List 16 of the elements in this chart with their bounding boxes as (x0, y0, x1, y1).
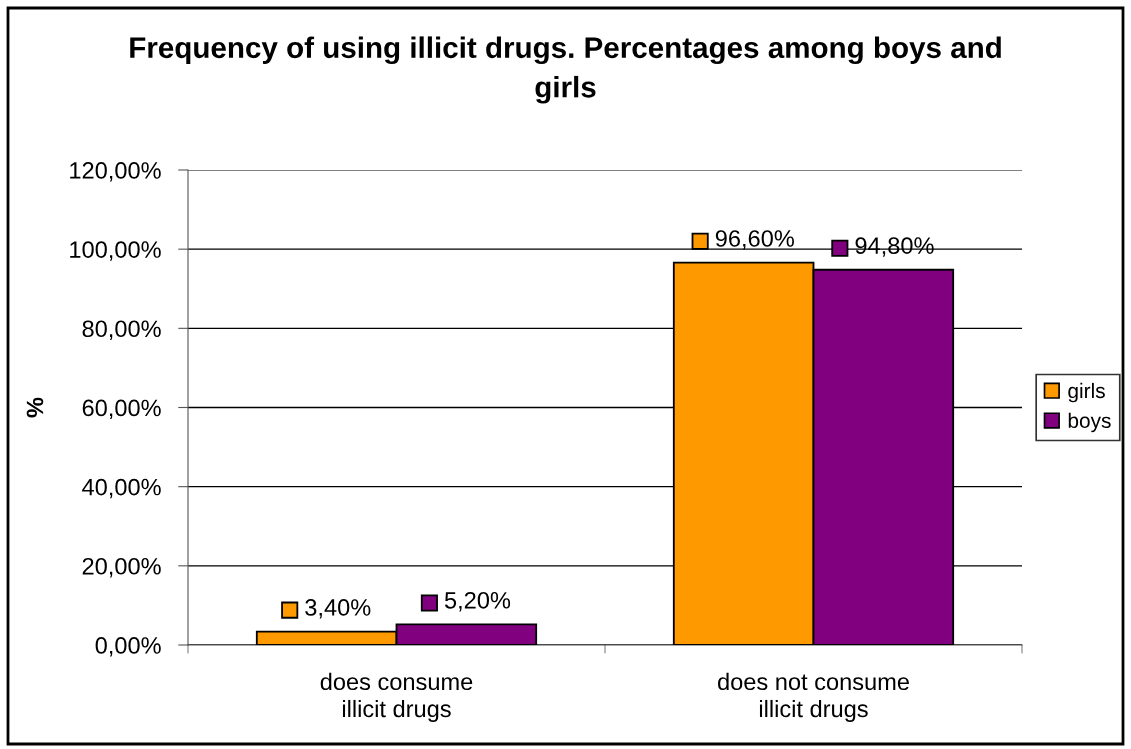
y-tick-label: 80,00% (82, 320, 161, 340)
y-tick-label: 120,00% (70, 162, 161, 182)
data-label: 3,40% (305, 599, 371, 619)
x-tick-label: does consume illicit drugs (320, 672, 473, 722)
y-tick-label: 60,00% (82, 399, 161, 420)
y-tick-label: 20,00% (82, 557, 161, 578)
y-axis-title: % (26, 397, 44, 418)
x-tick-label: does not consume illicit drugs (718, 672, 909, 722)
y-tick-label: 0,00% (95, 637, 161, 657)
legend-label: boys (1068, 412, 1111, 433)
legend-label: girls (1068, 382, 1105, 403)
chart-title: Frequency of using illicit drugs. Percentages among boys and girls (130, 36, 1001, 104)
y-tick-label: 40,00% (82, 478, 161, 499)
data-label: 5,20% (444, 591, 511, 612)
y-tick-label: 100,00% (70, 241, 161, 261)
data-label: 96,60% (715, 230, 794, 250)
